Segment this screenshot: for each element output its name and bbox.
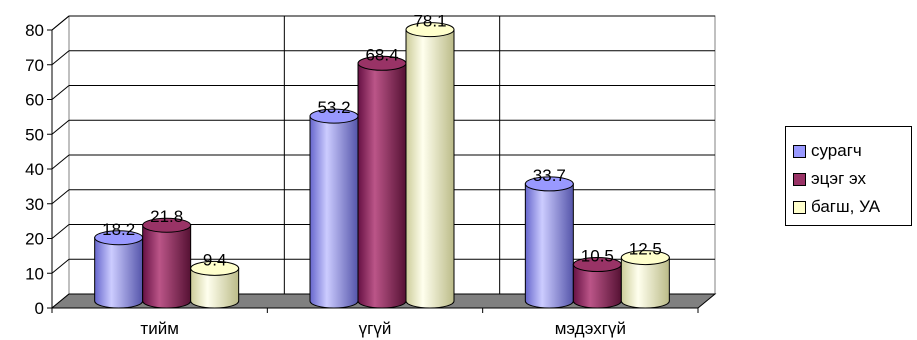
bar-s2-c0 <box>190 267 240 309</box>
data-label-s2-c1: 78.1 <box>413 12 446 31</box>
wall-gridline-1 <box>51 258 70 274</box>
bar-s1-c2 <box>572 264 622 309</box>
wall-gridline-7 <box>51 50 70 66</box>
data-label-s2-c0: 9.4 <box>203 250 227 269</box>
y-tick-label-1: 10 <box>25 264 44 283</box>
legend-swatch-2 <box>793 200 806 214</box>
wall-gridline-6 <box>51 85 70 100</box>
y-tick-label-6: 60 <box>25 91 44 110</box>
bar-s2-c2 <box>620 257 670 309</box>
legend-item-1: эцэг эх <box>793 165 905 193</box>
bar-s2-c1 <box>405 29 455 309</box>
x-tick-label-1: үгүй <box>359 319 392 338</box>
legend-swatch-1 <box>793 172 806 186</box>
data-label-s1-c2: 10.5 <box>581 247 614 266</box>
bar-s2-c0-top <box>190 260 240 276</box>
legend-item-0: сурагч <box>793 137 905 165</box>
y-tick-label-5: 50 <box>25 125 44 144</box>
data-label-s0-c1: 53.2 <box>317 98 350 117</box>
data-label-s0-c2: 33.7 <box>533 166 566 185</box>
y-tick-label-0: 0 <box>35 299 44 318</box>
bar-s2-c1-top <box>405 22 455 38</box>
y-tick-label-7: 70 <box>25 56 44 75</box>
legend-label-2: багш, УА <box>811 197 881 216</box>
x-tick-label-2: мэдэхгүй <box>555 319 626 338</box>
legend-label-0: сурагч <box>811 141 862 160</box>
data-label-s2-c2: 12.5 <box>629 240 662 259</box>
data-label-s0-c0: 18.2 <box>102 220 135 239</box>
bar-s0-c2-top <box>524 176 574 192</box>
y-tick-label-3: 30 <box>25 195 44 214</box>
bar-s1-c0 <box>142 224 192 309</box>
legend-swatch-0 <box>793 144 806 158</box>
wall-gridline-5 <box>51 119 70 135</box>
left-wall-top-edge <box>51 15 70 31</box>
wall-gridline-2 <box>51 224 70 239</box>
data-label-s1-c1: 68.4 <box>365 45 398 64</box>
legend-label-1: эцэг эх <box>811 169 866 188</box>
data-label-s1-c0: 21.8 <box>150 207 183 226</box>
y-tick-label-4: 40 <box>25 160 44 179</box>
y-tick-label-8: 80 <box>25 21 44 40</box>
y-tick-label-2: 20 <box>25 230 44 249</box>
bar-s0-c2 <box>524 183 574 309</box>
legend-item-2: багш, УА <box>793 193 905 221</box>
legend: сурагч эцэг эх багш, УА <box>785 126 912 226</box>
bar-s0-c1 <box>309 115 359 309</box>
wall-gridline-4 <box>51 154 70 170</box>
bar-s1-c0-top <box>142 217 192 233</box>
bar-s1-c1 <box>357 62 407 309</box>
wall-gridline-3 <box>51 189 70 205</box>
x-tick-label-0: тийм <box>140 319 178 338</box>
bar-s0-c0 <box>94 237 144 309</box>
bar-s2-c2-top <box>620 250 670 266</box>
